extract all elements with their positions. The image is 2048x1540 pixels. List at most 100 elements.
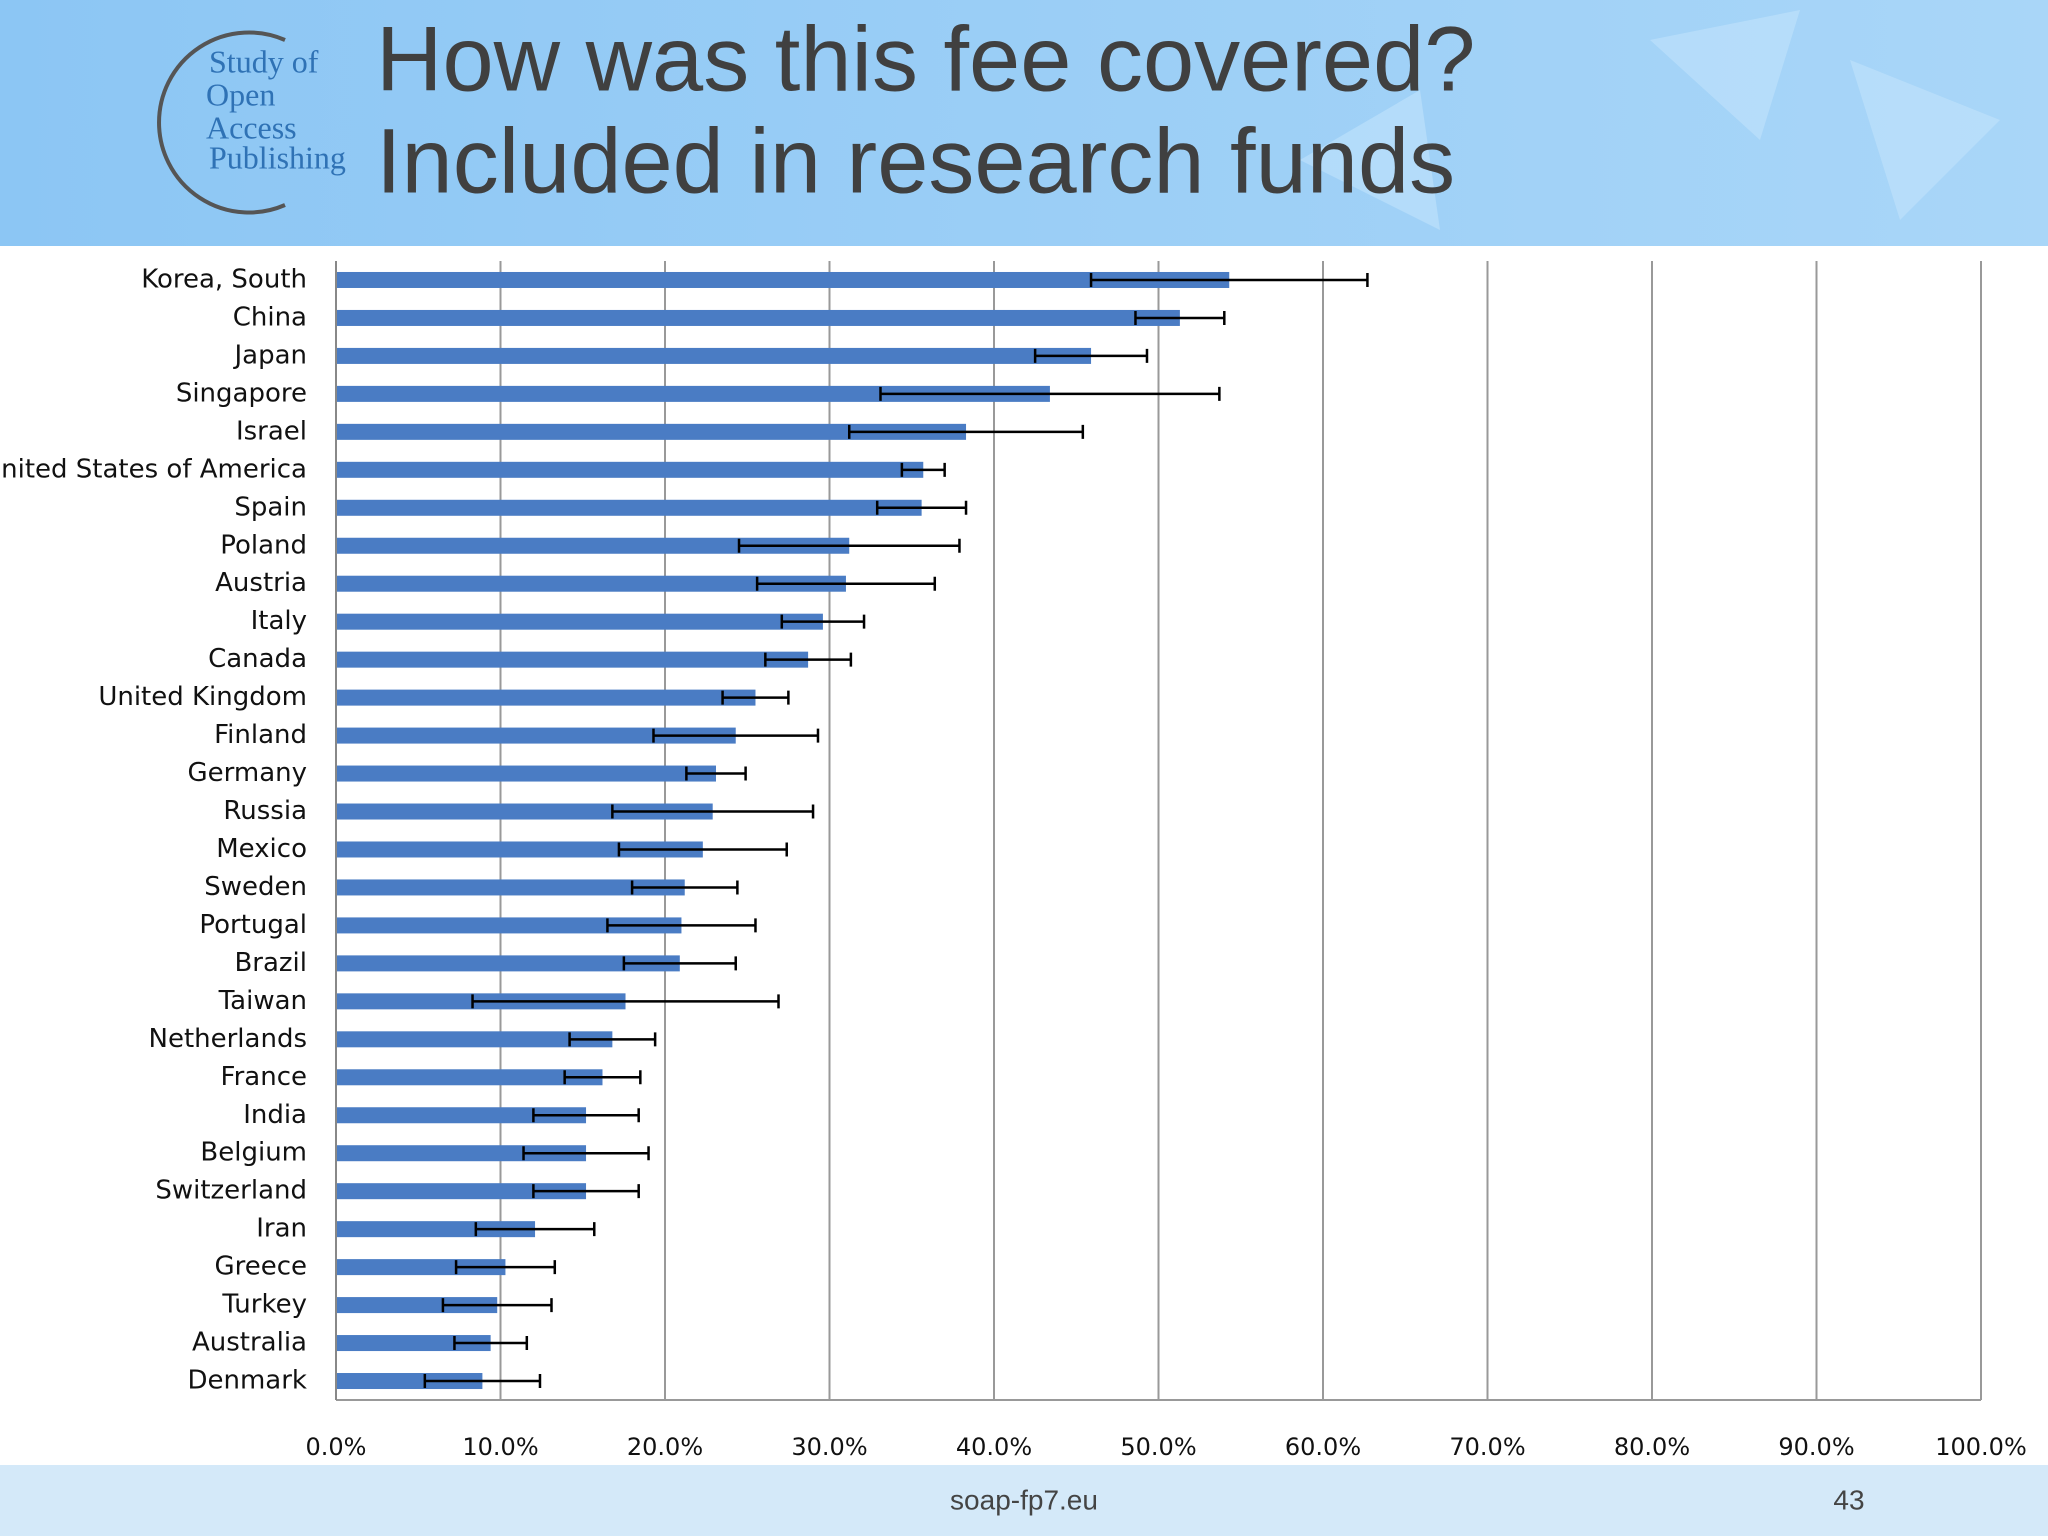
y-tick-label: Spain [234, 492, 307, 522]
error-bar [611, 804, 815, 819]
page-number: 43 [1833, 1484, 1864, 1515]
error-bar [764, 652, 853, 667]
error-bar [474, 1222, 596, 1237]
bar [336, 309, 1180, 326]
x-tick-label: 100.0% [1935, 1433, 2027, 1461]
error-bar [522, 1146, 650, 1161]
bar [336, 1107, 587, 1124]
error-bar [453, 1336, 529, 1351]
y-tick-label: India [243, 1100, 307, 1130]
bar [336, 385, 1050, 402]
error-bar [617, 842, 788, 857]
plot: 0.0% 10.0% 20.0% 30.0% 40.0% 50.0% 60.0% 70.0% 8… [0, 261, 2027, 1461]
error-bar [563, 1070, 642, 1085]
bar [336, 1335, 491, 1352]
y-tick-label: Iran [256, 1214, 307, 1244]
error-bar [454, 1260, 557, 1275]
y-tick-label: China [233, 302, 307, 332]
x-tick-label: 80.0% [1614, 1433, 1690, 1461]
bar [336, 803, 713, 820]
bar [336, 879, 685, 896]
bar [336, 461, 924, 478]
y-tick-label: Portugal [199, 910, 307, 940]
bar [336, 537, 850, 554]
x-tick-label: 40.0% [956, 1433, 1032, 1461]
x-tick-label: 90.0% [1778, 1433, 1854, 1461]
bar [336, 1373, 483, 1390]
error-bar [685, 766, 747, 781]
bar [336, 1221, 536, 1238]
logo-line: Publishing [209, 139, 346, 175]
error-bar [900, 462, 946, 477]
bar [336, 689, 756, 706]
y-tick-label: Netherlands [149, 1024, 308, 1054]
bar [336, 765, 716, 782]
y-tick-label: Turkey [221, 1290, 307, 1320]
y-tick-label: Japan [232, 340, 307, 370]
y-tick-label: Mexico [216, 834, 307, 864]
bar [336, 423, 967, 440]
error-bar [606, 918, 757, 933]
error-bar [622, 956, 737, 971]
error-bar [652, 728, 820, 743]
error-bar [721, 690, 790, 705]
logo-line: Access [206, 109, 297, 145]
error-bar [532, 1108, 640, 1123]
y-tick-label: Korea, South [141, 264, 307, 294]
y-tick-label: Switzerland [155, 1176, 307, 1206]
error-bar [879, 386, 1221, 401]
y-tick-label: Singapore [176, 378, 307, 408]
y-tick-label: Brazil [234, 948, 307, 978]
bar [336, 1069, 603, 1086]
error-bar [1033, 348, 1149, 363]
bar [336, 917, 682, 934]
y-tick-label: Germany [187, 758, 307, 788]
bar [336, 651, 809, 668]
logo-arc [157, 30, 286, 215]
x-tick-label: 20.0% [627, 1433, 703, 1461]
chart-title: Included in research funds [376, 110, 1455, 212]
logo: Study of Open Access Publishing [206, 43, 346, 175]
y-tick-label: Israel [236, 416, 307, 446]
bar [336, 613, 823, 630]
x-tick-label: 50.0% [1120, 1433, 1196, 1461]
y-tick-label: Greece [214, 1252, 307, 1282]
y-tick-label: Australia [192, 1328, 307, 1358]
y-tick-label: Sweden [204, 872, 307, 902]
chart-title: How was this fee covered? [376, 8, 1475, 110]
error-bar [441, 1298, 553, 1313]
y-tick-label: United Kingdom [98, 682, 307, 712]
bar [336, 575, 846, 592]
y-tick-label: United States of America [0, 454, 307, 484]
logo-line: Open [206, 76, 275, 112]
bar [336, 727, 736, 744]
y-tick-label: Russia [223, 796, 307, 826]
y-tick-label: France [221, 1062, 307, 1092]
error-bar [568, 1032, 657, 1047]
y-tick-label: Austria [215, 568, 307, 598]
y-tick-label: Canada [208, 644, 307, 674]
bar [336, 1183, 587, 1200]
y-tick-label: Poland [220, 530, 307, 560]
bar [336, 841, 703, 858]
y-tick-label: Denmark [187, 1366, 307, 1396]
bar [336, 271, 1230, 288]
x-tick-label: 10.0% [462, 1433, 538, 1461]
x-tick-label: 70.0% [1449, 1433, 1525, 1461]
error-bar [875, 500, 968, 515]
footer-band [0, 1465, 2048, 1536]
x-tick-label: 30.0% [791, 1433, 867, 1461]
error-bar [755, 576, 937, 591]
error-bar [471, 994, 780, 1009]
bar [336, 347, 1092, 364]
x-tick-label: 0.0% [306, 1433, 367, 1461]
error-bar [532, 1184, 640, 1199]
error-bar [737, 538, 961, 553]
error-bar [423, 1374, 542, 1389]
error-bar [847, 424, 1085, 439]
bar [336, 499, 922, 516]
y-tick-label: Taiwan [218, 986, 307, 1016]
footer-site: soap-fp7.eu [950, 1484, 1098, 1515]
